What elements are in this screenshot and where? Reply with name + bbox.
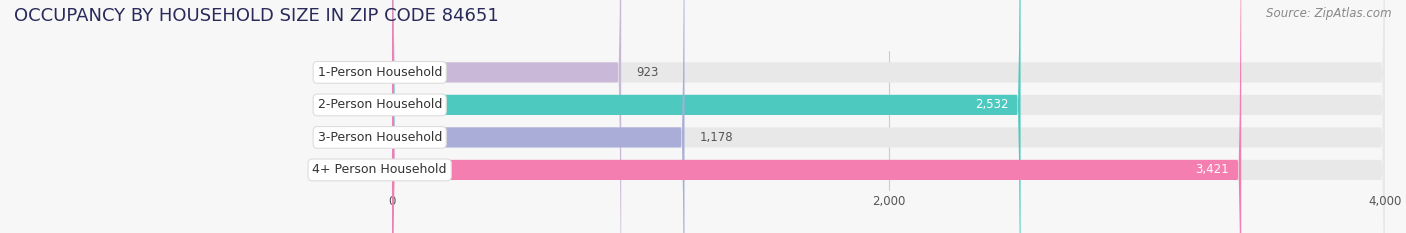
Text: Source: ZipAtlas.com: Source: ZipAtlas.com [1267, 7, 1392, 20]
Text: OCCUPANCY BY HOUSEHOLD SIZE IN ZIP CODE 84651: OCCUPANCY BY HOUSEHOLD SIZE IN ZIP CODE … [14, 7, 499, 25]
FancyBboxPatch shape [392, 0, 621, 233]
FancyBboxPatch shape [392, 0, 1021, 233]
Text: 923: 923 [636, 66, 658, 79]
Text: 3-Person Household: 3-Person Household [318, 131, 441, 144]
FancyBboxPatch shape [392, 0, 1385, 233]
FancyBboxPatch shape [392, 0, 685, 233]
Text: 1,178: 1,178 [699, 131, 733, 144]
Text: 1-Person Household: 1-Person Household [318, 66, 441, 79]
FancyBboxPatch shape [392, 0, 1385, 233]
FancyBboxPatch shape [392, 0, 1385, 233]
FancyBboxPatch shape [392, 0, 1241, 233]
Text: 2,532: 2,532 [974, 98, 1008, 111]
Text: 4+ Person Household: 4+ Person Household [312, 163, 447, 176]
Text: 3,421: 3,421 [1195, 163, 1229, 176]
FancyBboxPatch shape [392, 0, 1385, 233]
Text: 2-Person Household: 2-Person Household [318, 98, 441, 111]
